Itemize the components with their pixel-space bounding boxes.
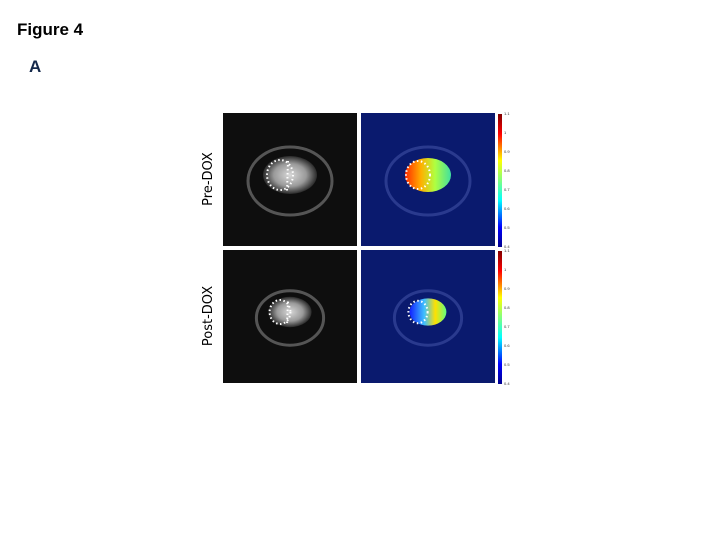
colorbar-tick-label: 0.7 bbox=[504, 324, 510, 329]
panel-label: A bbox=[29, 57, 41, 76]
colorbar-tick-label: 0.4 bbox=[504, 244, 510, 249]
colorbar-tick-label: 0.9 bbox=[504, 286, 510, 291]
row-label: Post-DOX bbox=[201, 286, 216, 346]
heart bbox=[263, 156, 317, 194]
colorbar-tick-label: 0.5 bbox=[504, 362, 510, 367]
colorbar-tick-label: 0.5 bbox=[504, 225, 510, 230]
image-row: Pre-DOX 1.1 1 0.9 0.8 0.7 0.6 0.5 0.4 bbox=[201, 111, 510, 249]
colorbar bbox=[498, 251, 502, 384]
image-row: Post-DOX 1.1 1 0.9 0.8 0.7 0.6 0.5 0.4 bbox=[201, 248, 510, 386]
row-label: Pre-DOX bbox=[201, 152, 216, 206]
heat bbox=[405, 158, 451, 192]
roi-divider bbox=[286, 301, 289, 326]
roi bbox=[266, 159, 294, 191]
colorbar bbox=[498, 114, 502, 247]
colorbar-tick-label: 1 bbox=[504, 130, 507, 135]
colorbar-tick-label: 1.1 bbox=[504, 248, 510, 253]
colorbar-tick-label: 0.9 bbox=[504, 149, 510, 154]
figure-grid: Pre-DOX 1.1 1 0.9 0.8 0.7 0.6 0.5 0.4 Post-DOX 1.1… bbox=[201, 111, 510, 386]
roi bbox=[405, 160, 431, 190]
colorbar-tick-label: 0.7 bbox=[504, 187, 510, 192]
colorbar-tick-label: 0.8 bbox=[504, 305, 510, 310]
roi-divider bbox=[286, 160, 289, 192]
colorbar-tick-label: 0.4 bbox=[504, 381, 510, 386]
roi bbox=[268, 299, 292, 325]
colorbar-tick-label: 1 bbox=[504, 267, 507, 272]
thorax bbox=[246, 145, 334, 217]
roi bbox=[407, 299, 429, 325]
thorax bbox=[392, 289, 464, 347]
thorax bbox=[384, 145, 472, 217]
colorbar-tick-label: 1.1 bbox=[504, 111, 510, 116]
figure-title: Figure 4 bbox=[17, 20, 84, 39]
colorbar-tick-label: 0.6 bbox=[504, 343, 510, 348]
colorbar-tick-label: 0.8 bbox=[504, 168, 510, 173]
colorbar-tick-label: 0.6 bbox=[504, 206, 510, 211]
thorax bbox=[254, 289, 326, 347]
